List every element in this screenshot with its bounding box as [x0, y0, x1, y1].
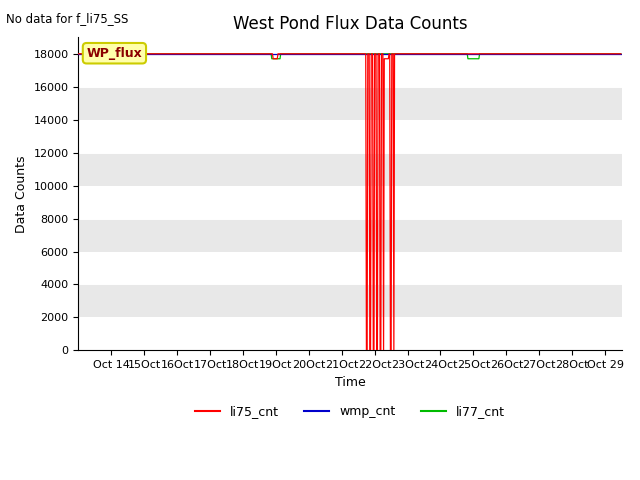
Bar — [79, 252, 621, 285]
Text: WP_flux: WP_flux — [86, 47, 142, 60]
Bar — [79, 317, 621, 350]
Bar — [79, 54, 621, 87]
Title: West Pond Flux Data Counts: West Pond Flux Data Counts — [233, 15, 467, 33]
Bar — [79, 120, 621, 153]
X-axis label: Time: Time — [335, 376, 365, 389]
Y-axis label: Data Counts: Data Counts — [15, 155, 28, 233]
Bar — [79, 87, 621, 120]
Legend: li75_cnt, wmp_cnt, li77_cnt: li75_cnt, wmp_cnt, li77_cnt — [190, 400, 509, 423]
Bar — [79, 153, 621, 186]
Bar — [79, 218, 621, 252]
Text: No data for f_li75_SS: No data for f_li75_SS — [6, 12, 129, 25]
Bar — [79, 186, 621, 218]
Bar — [79, 285, 621, 317]
